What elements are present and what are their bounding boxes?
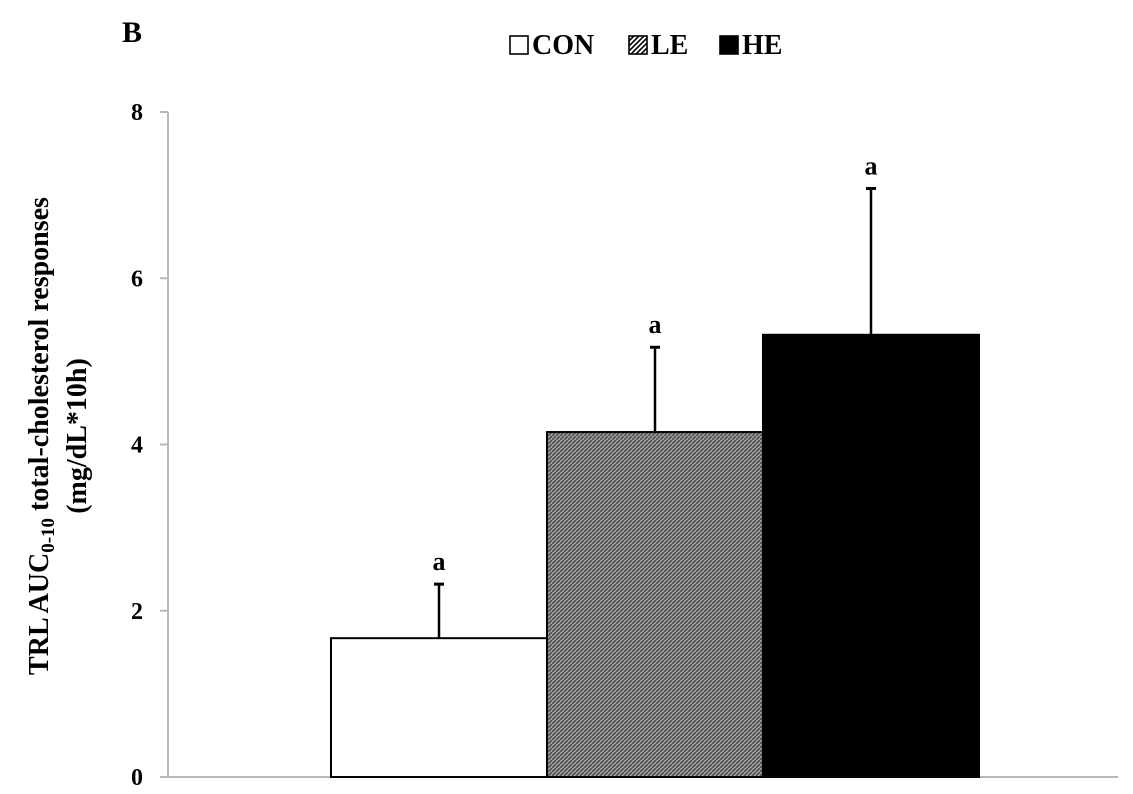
legend-swatch-he xyxy=(719,35,739,55)
y-axis-label-line1: TRL AUC0-10 total-cholesterol responses xyxy=(24,197,59,675)
significance-label-he: a xyxy=(865,151,878,180)
bar-con xyxy=(330,637,548,779)
legend: CON LE HE xyxy=(509,30,782,61)
legend-label-le: LE xyxy=(651,30,688,61)
y-label-group: TRL AUC0-10 total-cholesterol responses(… xyxy=(24,197,93,675)
error-bars xyxy=(434,186,876,639)
y-tick-label: 0 xyxy=(131,765,143,789)
legend-label-con: CON xyxy=(532,30,594,61)
y-tick-label: 6 xyxy=(131,266,143,292)
panel-label: B xyxy=(122,16,142,49)
significance-label-con: a xyxy=(433,547,446,576)
y-tick-label: 2 xyxy=(131,599,143,625)
legend-swatch-le xyxy=(628,35,648,55)
bar-le xyxy=(546,431,764,778)
bars xyxy=(330,333,980,779)
legend-swatch-con xyxy=(509,35,529,55)
y-tick-label: 4 xyxy=(131,433,143,459)
y-axis-label: TRL AUC0-10 total-cholesterol responses(… xyxy=(24,197,93,675)
bar-he xyxy=(762,333,980,778)
y-axis-label-line2: (mg/dL*10h) xyxy=(62,358,93,514)
legend-label-he: HE xyxy=(742,30,782,61)
y-tick-label: 8 xyxy=(131,100,143,126)
significance-label-le: a xyxy=(649,310,662,339)
significance-labels: a a a xyxy=(433,151,878,576)
